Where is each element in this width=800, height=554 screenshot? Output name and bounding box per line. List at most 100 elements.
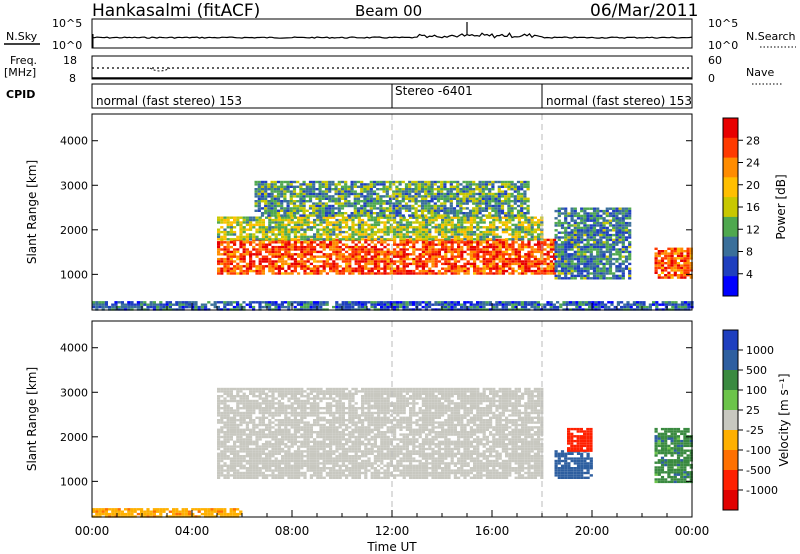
power-cell-region-1 [370, 228, 374, 231]
power-cell-region-2 [366, 188, 370, 191]
power-cell-region-2 [312, 214, 316, 217]
power-cell-region-3 [589, 229, 593, 232]
power-cell-region-2 [308, 212, 313, 215]
power-cell-region-2 [488, 183, 492, 186]
power-cell-region-2 [321, 212, 325, 215]
power-cell-region-1 [245, 223, 249, 227]
power-cell-region-2 [372, 190, 377, 193]
power-cell-region-3 [564, 217, 568, 220]
power-cell-region-2 [408, 195, 412, 198]
power-cell-region-5 [376, 301, 380, 304]
power-cell-region-1 [537, 223, 541, 227]
power-cell-region-3 [570, 233, 574, 237]
power-cell-region-1 [527, 223, 531, 227]
power-cell-region-2 [440, 188, 444, 191]
power-cell-region-0 [466, 267, 470, 270]
power-cell-region-3 [596, 277, 600, 280]
vel-cell-region-0 [229, 447, 233, 451]
power-cell-region-2 [318, 180, 322, 184]
power-cell-region-0 [245, 250, 249, 254]
power-cell-region-0 [309, 241, 313, 244]
power-cell-region-2 [321, 209, 325, 212]
power-cell-region-1 [325, 226, 329, 229]
power-cell-region-1 [482, 233, 486, 236]
power-cell-region-1 [354, 223, 358, 227]
power-cell-region-5 [293, 301, 297, 304]
power-cell-region-0 [495, 267, 499, 270]
power-cell-region-1 [453, 228, 457, 231]
power-cell-region-1 [309, 235, 313, 239]
power-cell-region-0 [386, 267, 390, 270]
power-cell-region-1 [249, 226, 253, 229]
power-cell-region-2 [411, 207, 415, 210]
power-cell-region-1 [469, 218, 473, 222]
power-colorbar-tick-label: 12 [746, 223, 760, 236]
power-cell-region-0 [226, 245, 230, 249]
power-cell-region-3 [573, 245, 577, 249]
power-cell-region-0 [409, 245, 413, 249]
power-cell-region-0 [223, 260, 227, 263]
power-cell-region-0 [405, 253, 409, 256]
power-cell-region-1 [444, 221, 448, 224]
power-cell-region-2 [401, 204, 405, 208]
power-cell-region-3 [576, 212, 581, 215]
power-cell-region-2 [443, 188, 447, 191]
power-cell-region-0 [249, 255, 253, 258]
power-cell-region-1 [249, 233, 253, 236]
power-cell-region-3 [554, 245, 558, 249]
power-cell-region-0 [457, 243, 461, 246]
power-cell-region-5 [533, 305, 537, 309]
power-cell-region-0 [217, 269, 221, 273]
power-cell-region-1 [290, 216, 294, 219]
power-cell-region-2 [331, 204, 335, 208]
power-cell-region-3 [624, 255, 629, 258]
power-cell-region-2 [340, 204, 345, 208]
power-cell-region-1 [380, 235, 384, 239]
vel-cell-region-0 [229, 423, 233, 427]
power-cell-region-0 [338, 257, 342, 261]
power-cell-region-0 [290, 245, 294, 249]
power-cell-region-2 [366, 202, 370, 205]
power-cell-region-2 [331, 188, 335, 191]
power-cell-region-0 [290, 272, 294, 275]
power-cell-region-2 [401, 214, 405, 217]
power-cell-region-0 [549, 238, 553, 242]
power-cell-region-0 [495, 245, 499, 249]
power-cell-region-2 [430, 209, 434, 212]
power-cell-region-1 [450, 230, 454, 234]
power-cell-region-5 [143, 301, 147, 304]
power-cell-region-5 [101, 305, 105, 309]
vel-cell-region-0 [249, 471, 253, 475]
power-cell-region-1 [399, 230, 403, 234]
power-cell-region-0 [418, 253, 422, 256]
power-cell-region-3 [573, 253, 577, 256]
power-cell-region-2 [408, 197, 412, 200]
power-cell-region-0 [380, 243, 384, 246]
power-cell-region-3 [557, 236, 561, 239]
power-cell-region-2 [257, 180, 261, 184]
power-cell-region-1 [431, 238, 435, 241]
power-cell-region-0 [521, 272, 525, 275]
power-cell-region-0 [345, 255, 349, 258]
power-cell-region-1 [457, 223, 461, 227]
power-cell-region-3 [564, 269, 568, 273]
power-cell-region-2 [472, 209, 476, 212]
power-cell-region-5 [524, 301, 528, 304]
power-cell-region-2 [465, 214, 469, 217]
vel-cell-region-0 [226, 469, 230, 472]
power-cell-region-2 [488, 197, 492, 200]
power-cell-region-1 [258, 228, 262, 231]
power-cell-region-0 [495, 250, 499, 254]
power-cell-region-3 [624, 248, 629, 251]
power-cell-region-5 [223, 303, 227, 306]
power-cell-region-2 [324, 209, 329, 212]
power-cell-region-0 [281, 260, 285, 263]
power-cell-region-3 [573, 219, 577, 222]
power-cell-region-5 [341, 301, 345, 304]
power-cell-region-2 [350, 214, 354, 217]
power-cell-region-0 [415, 267, 419, 270]
power-cell-region-1 [313, 221, 317, 224]
power-cell-region-2 [264, 212, 268, 215]
power-cell-region-2 [507, 192, 511, 196]
power-cell-region-1 [505, 230, 509, 234]
